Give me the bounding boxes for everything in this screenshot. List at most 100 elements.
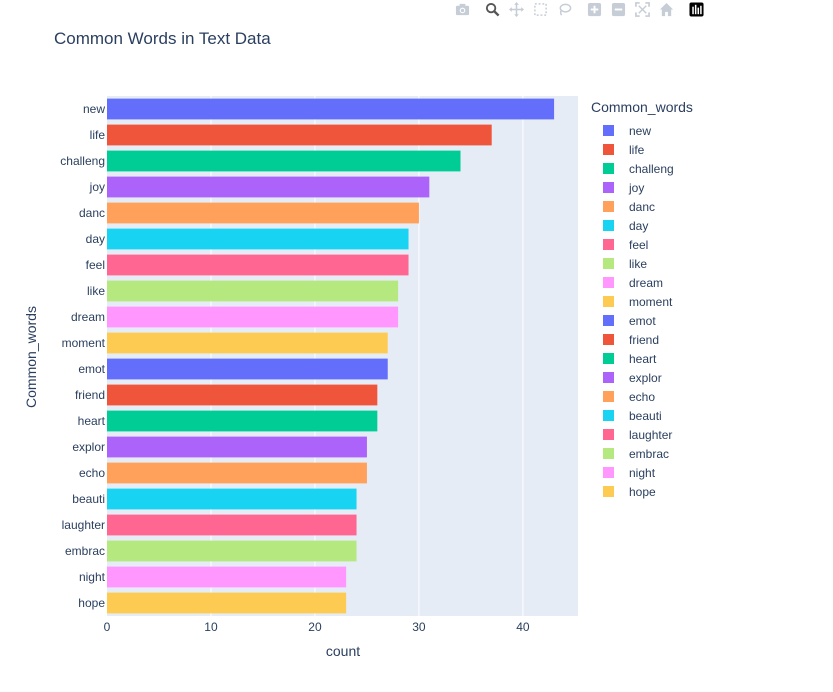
box-select-icon[interactable]	[530, 0, 550, 18]
bar-day[interactable]	[107, 228, 409, 250]
legend-swatch	[603, 201, 614, 212]
legend-swatch	[603, 144, 614, 155]
legend-label: moment	[629, 294, 673, 309]
bar-friend[interactable]	[107, 384, 378, 406]
y-tick-label: night	[79, 570, 106, 584]
legend-label: like	[629, 256, 648, 271]
y-tick-label: beauti	[72, 492, 105, 506]
legend-item-joy[interactable]: joy	[591, 178, 693, 197]
x-tick-label: 0	[104, 620, 111, 634]
legend-label: beauti	[629, 408, 662, 423]
y-tick-label: laughter	[62, 518, 105, 532]
x-tick-label: 30	[412, 620, 426, 634]
legend-item-challeng[interactable]: challeng	[591, 159, 693, 178]
legend-swatch	[603, 239, 614, 250]
legend-item-emot[interactable]: emot	[591, 311, 693, 330]
legend-swatch	[603, 258, 614, 269]
legend-label: life	[629, 142, 645, 157]
legend-label: emot	[629, 313, 656, 328]
legend-item-echo[interactable]: echo	[591, 387, 693, 406]
y-axis-title: Common_words	[23, 306, 39, 408]
bar-explor[interactable]	[107, 436, 367, 458]
legend-item-danc[interactable]: danc	[591, 197, 693, 216]
bar-new[interactable]	[107, 98, 555, 120]
bar-heart[interactable]	[107, 410, 378, 432]
y-tick-label: explor	[72, 440, 105, 454]
zoom-in-icon[interactable]	[584, 0, 604, 18]
legend-swatch	[603, 467, 614, 478]
bar-challeng[interactable]	[107, 150, 461, 172]
legend-item-heart[interactable]: heart	[591, 349, 693, 368]
bar-emot[interactable]	[107, 358, 388, 380]
y-tick-label: new	[83, 102, 105, 116]
camera-icon[interactable]	[452, 0, 472, 18]
legend-swatch	[603, 334, 614, 345]
y-tick-label: feel	[86, 258, 105, 272]
legend-label: explor	[629, 370, 662, 385]
legend-label: friend	[629, 332, 660, 347]
legend-label: echo	[629, 389, 656, 404]
bar-hope[interactable]	[107, 592, 347, 614]
legend-item-dream[interactable]: dream	[591, 273, 693, 292]
legend-swatch	[603, 182, 614, 193]
bar-echo[interactable]	[107, 462, 367, 484]
bar-feel[interactable]	[107, 254, 409, 276]
bar-dream[interactable]	[107, 306, 399, 328]
legend-label: feel	[629, 237, 649, 252]
legend-swatch	[603, 315, 614, 326]
legend-item-feel[interactable]: feel	[591, 235, 693, 254]
legend-label: day	[629, 218, 649, 233]
legend-label: night	[629, 465, 656, 480]
y-tick-label: hope	[78, 596, 105, 610]
legend-item-hope[interactable]: hope	[591, 482, 693, 501]
plotly-logo-icon[interactable]	[686, 0, 706, 18]
legend-item-beauti[interactable]: beauti	[591, 406, 693, 425]
y-tick-label: embrac	[65, 544, 105, 558]
zoom-icon[interactable]	[482, 0, 502, 18]
reset-axes-icon[interactable]	[656, 0, 676, 18]
pan-icon[interactable]	[506, 0, 526, 18]
legend-swatch	[603, 163, 614, 174]
legend-item-explor[interactable]: explor	[591, 368, 693, 387]
bar-like[interactable]	[107, 280, 399, 302]
y-tick-label: moment	[62, 336, 106, 350]
legend-swatch	[603, 486, 614, 497]
legend-item-day[interactable]: day	[591, 216, 693, 235]
legend-title: Common_words	[591, 99, 693, 115]
legend-swatch	[603, 125, 614, 136]
bar-night[interactable]	[107, 566, 347, 588]
bar-danc[interactable]	[107, 202, 419, 224]
y-tick-label: life	[90, 128, 106, 142]
plot-area[interactable]	[107, 96, 578, 616]
legend-item-life[interactable]: life	[591, 140, 693, 159]
legend-swatch	[603, 372, 614, 383]
chart-title: Common Words in Text Data	[54, 29, 271, 48]
x-axis-title: count	[326, 643, 360, 659]
legend-swatch	[603, 410, 614, 421]
x-tick-label: 40	[516, 620, 530, 634]
legend-swatch	[603, 296, 614, 307]
legend-item-embrac[interactable]: embrac	[591, 444, 693, 463]
legend-item-new[interactable]: new	[591, 121, 693, 140]
bar-beauti[interactable]	[107, 488, 357, 510]
bar-laughter[interactable]	[107, 514, 357, 536]
legend-item-like[interactable]: like	[591, 254, 693, 273]
lasso-icon[interactable]	[554, 0, 574, 18]
bar-embrac[interactable]	[107, 540, 357, 562]
legend-label: laughter	[629, 427, 673, 442]
zoom-out-icon[interactable]	[608, 0, 628, 18]
modebar	[452, 0, 710, 18]
legend-item-moment[interactable]: moment	[591, 292, 693, 311]
autoscale-icon[interactable]	[632, 0, 652, 18]
legend-label: new	[629, 123, 652, 138]
bar-moment[interactable]	[107, 332, 388, 354]
legend-swatch	[603, 353, 614, 364]
legend-item-friend[interactable]: friend	[591, 330, 693, 349]
y-tick-label: emot	[78, 362, 105, 376]
legend-swatch	[603, 429, 614, 440]
bar-joy[interactable]	[107, 176, 430, 198]
y-tick-labels: new life challeng joy danc day feel like dream mo…	[60, 102, 105, 610]
bar-life[interactable]	[107, 124, 492, 146]
legend-item-night[interactable]: night	[591, 463, 693, 482]
legend-item-laughter[interactable]: laughter	[591, 425, 693, 444]
